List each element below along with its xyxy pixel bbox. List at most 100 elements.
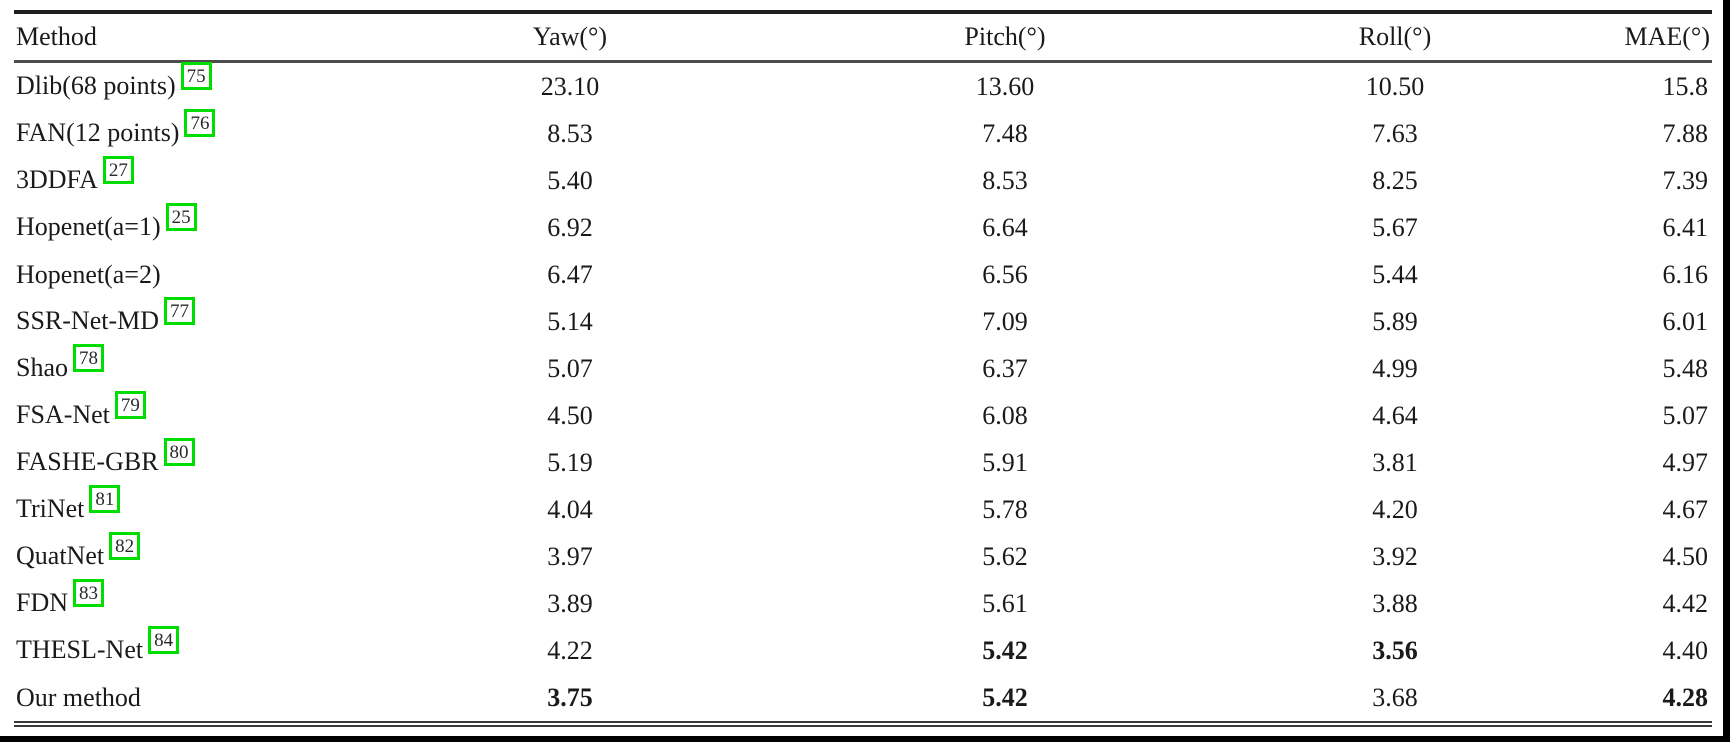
table-row: TriNet 81 4.04 5.78 4.20 4.67 xyxy=(14,485,1712,533)
citation-link[interactable]: 84 xyxy=(148,626,180,654)
mae-value: 6.41 xyxy=(1662,212,1709,242)
yaw-value: 23.10 xyxy=(540,71,600,101)
yaw-value: 5.19 xyxy=(547,447,593,477)
citation-link[interactable]: 76 xyxy=(184,109,216,137)
method-name: FAN(12 points) 76 xyxy=(14,109,350,157)
pitch-value: 6.37 xyxy=(982,353,1028,383)
mae-value: 6.01 xyxy=(1662,306,1709,336)
mae-value: 7.39 xyxy=(1662,165,1709,195)
method-label: 3DDFA xyxy=(16,165,98,194)
pitch-value: 13.60 xyxy=(975,71,1035,101)
roll-value: 5.89 xyxy=(1372,306,1418,336)
roll-value: 3.81 xyxy=(1372,447,1418,477)
yaw-value: 5.14 xyxy=(547,306,593,336)
citation-link[interactable]: 27 xyxy=(102,156,134,184)
method-name: FASHE-GBR 80 xyxy=(14,438,350,486)
citation-link[interactable]: 78 xyxy=(73,344,104,372)
mae-value: 5.07 xyxy=(1662,400,1709,430)
pitch-value: 5.42 xyxy=(982,682,1028,712)
pitch-value: 5.62 xyxy=(982,541,1028,571)
mae-value: 4.40 xyxy=(1662,635,1709,665)
method-name: THESL-Net 84 xyxy=(14,626,350,674)
method-label: FASHE-GBR xyxy=(16,447,159,476)
citation-link[interactable]: 80 xyxy=(163,438,195,466)
roll-value: 4.99 xyxy=(1372,353,1418,383)
table-row: Our method 3.75 5.42 3.68 4.28 xyxy=(14,674,1712,724)
citation-link[interactable]: 83 xyxy=(73,579,105,607)
table-row: FAN(12 points) 76 8.53 7.48 7.63 7.88 xyxy=(14,109,1712,157)
pitch-value: 6.08 xyxy=(982,400,1028,430)
pitch-value: 5.61 xyxy=(982,588,1028,618)
mae-value: 4.97 xyxy=(1662,447,1709,477)
page-frame-bottom-border xyxy=(0,736,1730,742)
header-row: Method Yaw(°) Pitch(°) Roll(°) MAE(°) xyxy=(14,12,1712,63)
roll-value: 10.50 xyxy=(1365,71,1425,101)
method-name: 3DDFA 27 xyxy=(14,156,350,204)
method-name: FSA-Net 79 xyxy=(14,391,350,439)
mae-value: 4.67 xyxy=(1662,494,1709,524)
method-label: FAN(12 points) xyxy=(16,118,180,147)
roll-value: 3.88 xyxy=(1372,588,1418,618)
mae-value: 6.16 xyxy=(1662,259,1709,289)
method-name: QuatNet 82 xyxy=(14,532,350,580)
method-name: Hopenet(a=1) 25 xyxy=(14,203,350,251)
citation-link[interactable]: 79 xyxy=(114,391,146,419)
table-row: FASHE-GBR 80 5.19 5.91 3.81 4.97 xyxy=(14,438,1712,486)
roll-value: 7.63 xyxy=(1372,118,1418,148)
method-label: Shao xyxy=(16,353,68,382)
roll-value: 5.44 xyxy=(1372,259,1418,289)
method-name: TriNet 81 xyxy=(14,485,350,533)
col-header-method: Method xyxy=(14,12,350,63)
method-name: Dlib(68 points) 75 xyxy=(14,62,350,111)
method-name: FDN 83 xyxy=(14,579,350,627)
mae-value: 4.42 xyxy=(1662,588,1709,618)
roll-value: 3.56 xyxy=(1372,635,1418,665)
table-row: QuatNet 82 3.97 5.62 3.92 4.50 xyxy=(14,532,1712,580)
method-label: THESL-Net xyxy=(16,635,144,664)
col-header-roll: Roll(°) xyxy=(1220,12,1570,63)
method-label: QuatNet xyxy=(16,541,105,570)
yaw-value: 5.40 xyxy=(547,165,593,195)
table-row: Shao 78 5.07 6.37 4.99 5.48 xyxy=(14,344,1712,392)
roll-value: 3.92 xyxy=(1372,541,1418,571)
pitch-value: 7.48 xyxy=(982,118,1028,148)
table-row: Dlib(68 points) 75 23.10 13.60 10.50 15.8 xyxy=(14,62,1712,111)
method-label: SSR-Net-MD xyxy=(16,306,160,335)
citation-link[interactable]: 77 xyxy=(164,297,196,325)
method-name: SSR-Net-MD 77 xyxy=(14,297,350,345)
yaw-value: 6.47 xyxy=(547,259,593,289)
yaw-value: 3.89 xyxy=(547,588,593,618)
pitch-value: 6.64 xyxy=(982,212,1028,242)
yaw-value: 8.53 xyxy=(547,118,593,148)
table-row: 3DDFA 27 5.40 8.53 8.25 7.39 xyxy=(14,156,1712,204)
citation-link[interactable]: 82 xyxy=(109,532,141,560)
pitch-value: 8.53 xyxy=(982,165,1028,195)
yaw-value: 3.75 xyxy=(547,682,593,712)
page-frame-right-border xyxy=(1723,0,1730,742)
method-name: Hopenet(a=2) xyxy=(14,251,350,298)
roll-value: 8.25 xyxy=(1372,165,1418,195)
col-header-yaw: Yaw(°) xyxy=(350,12,790,63)
table-row: SSR-Net-MD 77 5.14 7.09 5.89 6.01 xyxy=(14,297,1712,345)
pitch-value: 7.09 xyxy=(982,306,1028,336)
yaw-value: 3.97 xyxy=(547,541,593,571)
mae-value: 5.48 xyxy=(1662,353,1709,383)
roll-value: 4.20 xyxy=(1372,494,1418,524)
yaw-value: 5.07 xyxy=(547,353,593,383)
citation-link[interactable]: 81 xyxy=(89,485,121,513)
method-name: Shao 78 xyxy=(14,344,350,392)
col-header-pitch: Pitch(°) xyxy=(790,12,1220,63)
method-label: TriNet xyxy=(16,494,85,523)
table-body: Dlib(68 points) 75 23.10 13.60 10.50 15.8 FAN(… xyxy=(14,62,1712,725)
mae-value: 4.28 xyxy=(1662,682,1709,712)
mae-value: 4.50 xyxy=(1662,541,1709,571)
yaw-value: 4.04 xyxy=(547,494,593,524)
yaw-value: 4.22 xyxy=(547,635,593,665)
citation-link[interactable]: 75 xyxy=(180,62,212,90)
pitch-value: 6.56 xyxy=(982,259,1028,289)
table-row: Hopenet(a=2) 6.47 6.56 5.44 6.16 xyxy=(14,251,1712,298)
roll-value: 4.64 xyxy=(1372,400,1418,430)
method-label: Hopenet(a=1) xyxy=(16,212,161,241)
citation-link[interactable]: 25 xyxy=(165,203,197,231)
